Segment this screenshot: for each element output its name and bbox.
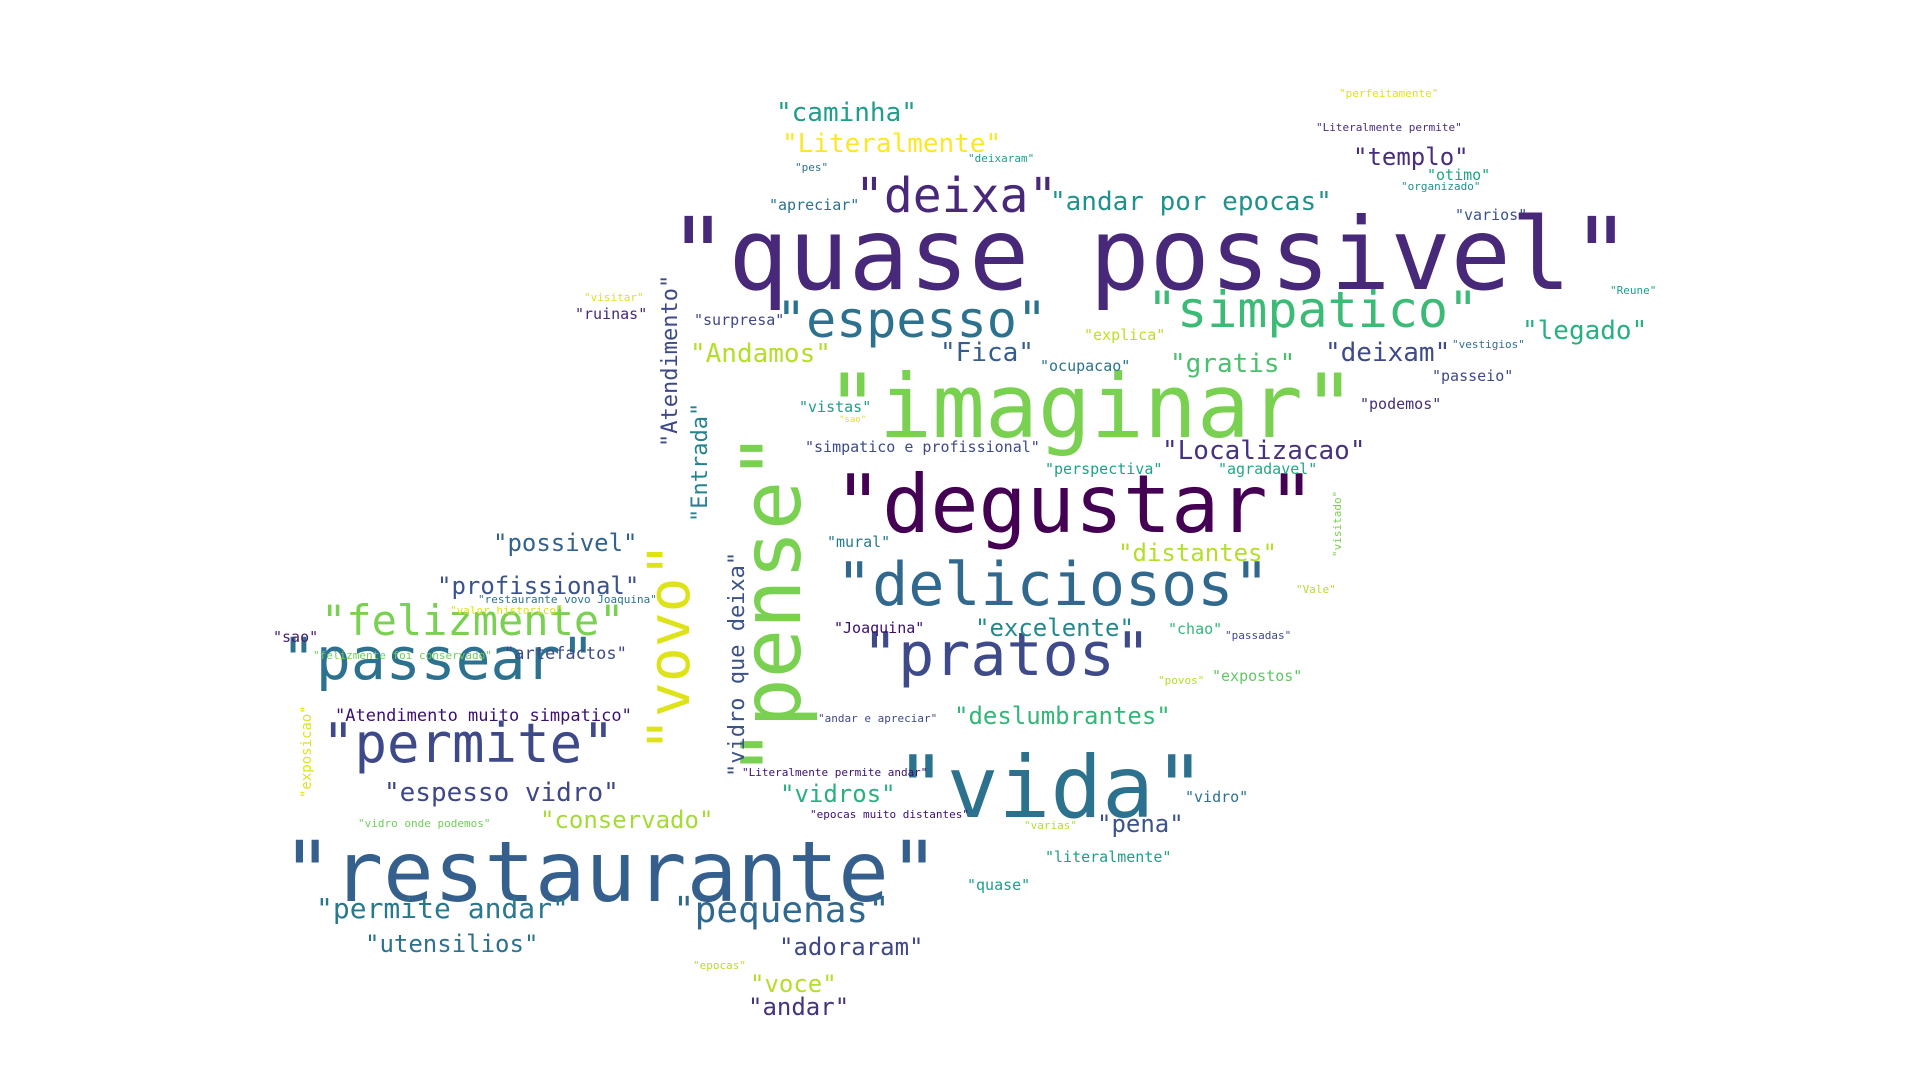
cloud-word: "vestigios" bbox=[1452, 338, 1525, 351]
cloud-word: "legado" bbox=[1522, 316, 1648, 346]
cloud-word: "Entrada" bbox=[688, 402, 713, 522]
cloud-word: "artefactos" bbox=[504, 644, 627, 664]
cloud-word: "gratis" bbox=[1170, 349, 1296, 379]
cloud-word: "deliciosos" bbox=[836, 550, 1270, 620]
cloud-word: "adoraram" bbox=[779, 933, 924, 961]
cloud-word: "vidro que deixa" bbox=[725, 551, 750, 777]
cloud-word: "permite andar" bbox=[316, 892, 569, 925]
cloud-word: "otimo" bbox=[1427, 166, 1491, 184]
cloud-word: "explica" bbox=[1084, 326, 1166, 344]
cloud-word: "simpatico" bbox=[1147, 281, 1479, 339]
cloud-word: "Vale" bbox=[1296, 583, 1336, 596]
cloud-word: "excelente" bbox=[975, 614, 1134, 642]
cloud-word: "vidro onde podemos" bbox=[358, 817, 491, 830]
cloud-word: "pena" bbox=[1097, 810, 1184, 838]
cloud-word: "Literalmente permite" bbox=[1316, 121, 1462, 134]
cloud-word: "espesso vidro" bbox=[384, 778, 619, 808]
cloud-word: "possivel" bbox=[493, 529, 638, 557]
cloud-word: "visitar" bbox=[584, 291, 644, 304]
cloud-word: "Andamos" bbox=[690, 339, 831, 369]
cloud-word: "expostos" bbox=[1212, 667, 1303, 685]
cloud-word: "vidro" bbox=[1185, 788, 1249, 806]
cloud-word: "surpresa" bbox=[694, 311, 785, 329]
cloud-word: "exposicao" bbox=[299, 705, 315, 798]
cloud-word: "visitado" bbox=[1331, 490, 1344, 557]
cloud-word: "passear" bbox=[281, 625, 596, 693]
cloud-word: "passeio" bbox=[1432, 367, 1514, 385]
cloud-word: "Literalmente" bbox=[782, 129, 1002, 159]
cloud-word: "deixaram" bbox=[968, 152, 1035, 165]
cloud-word: "Literalmente permite andar" bbox=[742, 766, 928, 779]
cloud-word: "deixam" bbox=[1325, 338, 1451, 368]
cloud-word: "passadas" bbox=[1225, 629, 1292, 642]
cloud-word: "utensilios" bbox=[365, 930, 539, 958]
cloud-word: "restaurante vovo Joaquina" bbox=[478, 593, 657, 606]
cloud-word: "vida" bbox=[895, 738, 1206, 838]
cloud-word: "Joaquina" bbox=[834, 619, 925, 637]
cloud-word: "ocupacao" bbox=[1040, 357, 1131, 375]
cloud-word: "apreciar" bbox=[769, 196, 860, 214]
cloud-word: "Localizacao" bbox=[1162, 436, 1366, 466]
cloud-word: "organizado" bbox=[1401, 180, 1481, 193]
cloud-word: "literalmente" bbox=[1045, 848, 1172, 866]
cloud-word: "conservado" bbox=[540, 806, 714, 834]
cloud-word: "vidros" bbox=[780, 780, 896, 808]
cloud-word: "pratos" bbox=[862, 620, 1151, 690]
cloud-word: "sao" bbox=[273, 628, 319, 646]
cloud-word: "Atendimento muito simpatico" bbox=[335, 706, 632, 726]
cloud-word: "agradavel" bbox=[1218, 460, 1318, 478]
cloud-word: "imaginar" bbox=[826, 355, 1356, 458]
cloud-word: "caminha" bbox=[776, 98, 917, 128]
cloud-word: "sao" bbox=[839, 415, 867, 425]
cloud-word: "felizmente" bbox=[321, 596, 625, 645]
cloud-word: "Fica" bbox=[940, 338, 1034, 368]
cloud-word: "valor historico" bbox=[450, 604, 563, 617]
cloud-word: "profissional" bbox=[437, 572, 640, 600]
cloud-word: "quase possivel" bbox=[668, 196, 1632, 313]
cloud-word: "povos" bbox=[1158, 674, 1205, 687]
cloud-word: "degustar" bbox=[834, 458, 1316, 551]
cloud-word: "distantes" bbox=[1118, 539, 1277, 567]
cloud-word: "permite" bbox=[322, 712, 615, 775]
cloud-word: "Atendimento" bbox=[658, 274, 683, 447]
cloud-word: "andar por epocas" bbox=[1050, 187, 1332, 217]
cloud-word: "simpatico e profissional" bbox=[805, 438, 1040, 456]
cloud-word: "deixa" bbox=[855, 168, 1058, 224]
cloud-word: "Reune" bbox=[1610, 284, 1657, 297]
cloud-word: "felizmente foi conservado" bbox=[313, 649, 492, 662]
cloud-word: "vistas" bbox=[799, 398, 872, 416]
cloud-word: "chao" bbox=[1168, 620, 1223, 638]
cloud-word: "restaurante" bbox=[282, 823, 940, 921]
cloud-word: "perfeitamente" bbox=[1339, 87, 1439, 100]
cloud-word: "pes" bbox=[795, 161, 829, 174]
cloud-word: "voce" bbox=[750, 970, 837, 998]
cloud-word: "vovo" bbox=[635, 542, 703, 752]
cloud-word: "varias" bbox=[1024, 819, 1077, 832]
cloud-word: "pequenas" bbox=[673, 890, 890, 931]
cloud-word: "ruinas" bbox=[575, 305, 648, 323]
cloud-word: "perspectiva" bbox=[1045, 460, 1163, 478]
cloud-word: "andar e apreciar" bbox=[818, 712, 938, 725]
cloud-word: "espesso" bbox=[776, 291, 1047, 349]
cloud-word: "quase" bbox=[967, 876, 1031, 894]
cloud-word: "deslumbrantes" bbox=[954, 702, 1171, 730]
cloud-word: "epocas" bbox=[693, 959, 746, 972]
cloud-word: "mural" bbox=[827, 533, 891, 551]
cloud-word: "andar" bbox=[748, 993, 850, 1021]
cloud-word: "epocas muito distantes" bbox=[810, 808, 969, 821]
cloud-word: "podemos" bbox=[1360, 395, 1442, 413]
cloud-word: "templo" bbox=[1353, 143, 1469, 171]
cloud-word: "varios" bbox=[1455, 206, 1528, 224]
